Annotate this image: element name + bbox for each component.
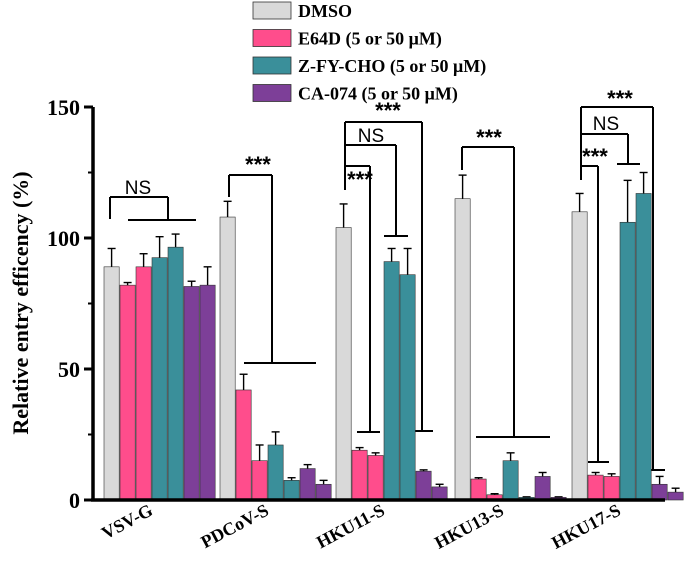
legend-swatch xyxy=(252,1,292,20)
bar-hku17-s-6 xyxy=(667,491,684,501)
y-axis-label: Relative entry efficency (%) xyxy=(8,171,33,434)
bar-pdcov-s-1 xyxy=(235,389,252,501)
significance-label: *** xyxy=(607,86,633,111)
legend-label: Z-FY-CHO (5 or 50 μM) xyxy=(298,56,486,77)
significance-annotations: NS *** *** NS *** *** *** NS *** xyxy=(109,86,665,471)
bar-hku11-s-5 xyxy=(415,470,432,501)
y-tick-label: 50 xyxy=(58,357,80,382)
x-tick-label: HKU11-S xyxy=(313,500,388,552)
bar-hku11-s-0 xyxy=(335,227,352,501)
bars xyxy=(103,171,684,501)
y-tick-label: 150 xyxy=(47,95,80,120)
legend-label: CA-074 (5 or 50 μM) xyxy=(298,84,458,105)
bar-hku17-s-2 xyxy=(603,476,620,501)
significance-label: *** xyxy=(375,98,401,123)
significance-label: NS xyxy=(125,178,151,199)
bar-hku17-s-1 xyxy=(587,474,604,501)
bar-hku17-s-5 xyxy=(651,483,668,501)
bar-hku17-s-3 xyxy=(619,221,636,501)
legend-swatch xyxy=(252,29,292,47)
bar-hku13-s-3 xyxy=(502,460,519,501)
bar-vsv-g-3 xyxy=(151,257,168,501)
x-tick-label: HKU13-S xyxy=(431,500,507,553)
legend-swatch xyxy=(252,84,292,102)
bar-pdcov-s-5 xyxy=(299,468,316,501)
bar-hku17-s-4 xyxy=(635,193,652,501)
bar-hku11-s-1 xyxy=(351,449,368,501)
bar-hku13-s-0 xyxy=(454,198,471,501)
legend-swatch xyxy=(252,56,292,75)
bar-pdcov-s-4 xyxy=(283,480,300,501)
x-tick-label: PDCoV-S xyxy=(197,500,271,552)
significance-label: NS xyxy=(593,114,619,135)
bar-vsv-g-6 xyxy=(199,284,216,501)
y-tick-label: 0 xyxy=(69,488,80,513)
bar-hku11-s-3 xyxy=(383,261,400,501)
significance-label: *** xyxy=(245,152,271,177)
y-tick-label: 100 xyxy=(47,226,80,251)
bar-vsv-g-4 xyxy=(167,246,184,501)
bar-hku11-s-6 xyxy=(431,486,448,501)
bar-vsv-g-0 xyxy=(103,266,120,501)
bar-vsv-g-1 xyxy=(119,284,136,501)
bar-pdcov-s-6 xyxy=(315,483,332,501)
x-tick-label: VSV-G xyxy=(98,500,156,543)
x-tick-label: HKU17-S xyxy=(548,500,624,553)
significance-label: *** xyxy=(582,144,608,169)
bar-pdcov-s-2 xyxy=(251,460,268,501)
legend-label: E64D (5 or 50 μM) xyxy=(298,29,442,50)
bar-hku11-s-2 xyxy=(367,455,384,501)
bar-pdcov-s-3 xyxy=(267,444,284,501)
significance-label: *** xyxy=(347,167,373,192)
legend: DMSO E64D (5 or 50 μM) Z-FY-CHO (5 or 50 μ… xyxy=(252,1,486,105)
bar-vsv-g-2 xyxy=(135,266,152,501)
bar-hku13-s-1 xyxy=(470,478,487,501)
legend-label: DMSO xyxy=(298,1,352,21)
bar-pdcov-s-0 xyxy=(219,216,236,501)
bar-hku17-s-0 xyxy=(571,211,588,501)
bar-hku11-s-4 xyxy=(399,274,416,501)
bar-hku13-s-5 xyxy=(534,476,551,501)
significance-label: *** xyxy=(476,125,502,150)
bar-vsv-g-5 xyxy=(183,286,200,501)
significance-label: NS xyxy=(358,126,384,147)
